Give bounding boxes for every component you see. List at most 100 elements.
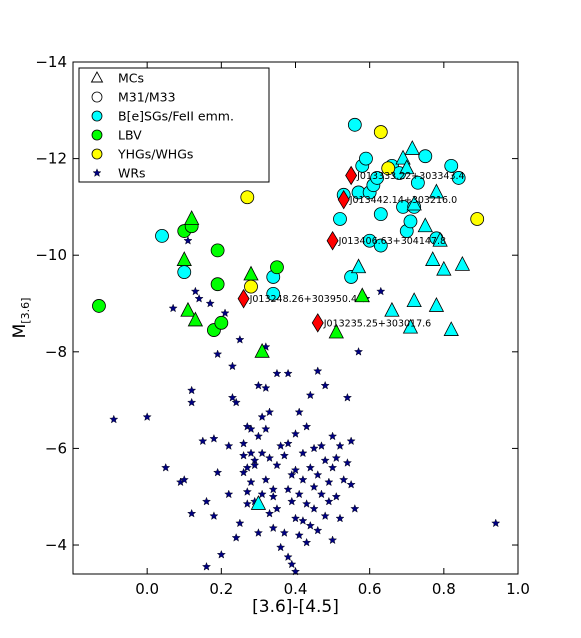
besg-triangle-point — [432, 231, 448, 247]
wr-star-point — [290, 465, 301, 475]
wr-star-point — [309, 443, 319, 453]
besg-triangle-point — [350, 258, 367, 274]
wr-star-point — [313, 470, 323, 479]
wr-star-point — [257, 489, 267, 499]
besg-circle-point — [451, 171, 466, 185]
legend-box — [78, 67, 270, 183]
wr-star-point — [242, 499, 252, 508]
x-tick-label: 1.0 — [506, 580, 530, 598]
yhg-circle-point — [470, 212, 485, 226]
wr-star-point — [290, 429, 301, 438]
wr-star-point — [290, 566, 301, 576]
wr-star-point — [276, 542, 286, 552]
besg-triangle-point — [250, 495, 267, 510]
x-tick-label: 0.6 — [358, 580, 382, 598]
lbv-circle-point — [92, 299, 106, 313]
wr-star-point — [339, 475, 349, 484]
wr-star-point — [313, 525, 323, 535]
wr-star-point — [142, 412, 152, 421]
x-tick-label: 0.4 — [284, 580, 308, 598]
besg-circle-point — [373, 238, 388, 253]
wr-star-point — [305, 520, 315, 530]
wr-star-point — [491, 518, 501, 528]
wr-star-point — [253, 380, 263, 390]
legend-label: WRs — [118, 166, 146, 181]
lbv-triangle-point — [254, 342, 270, 358]
lbv-triangle-point — [187, 311, 204, 327]
legend-label: MCs — [118, 71, 144, 86]
wr-star-point — [342, 458, 352, 467]
wr-star-point — [287, 470, 297, 479]
legend-items: MCs M31/M33 B[e]SGs/FeII emm. LBV YHGs/WHGs W… — [90, 71, 234, 181]
wr-star-point — [309, 504, 319, 513]
wr-star-point — [328, 462, 338, 472]
wr-star-point — [346, 479, 356, 489]
wr-star-point — [239, 450, 249, 460]
wr-star-point — [242, 421, 252, 431]
wr-star-point — [261, 383, 271, 392]
wr-star-point — [305, 462, 315, 472]
legend-label: M31/M33 — [118, 90, 176, 105]
wr-star-point — [183, 235, 193, 245]
besg-circle-point — [418, 149, 433, 164]
wr-star-point — [320, 511, 330, 520]
besg-circle-point — [177, 265, 192, 280]
besg-triangle-point — [454, 255, 471, 271]
named-diamond-point — [326, 230, 339, 251]
wr-star-point — [268, 484, 278, 494]
wr-star-point — [198, 436, 208, 446]
legend-marker — [91, 91, 103, 103]
y-tick-label: −14 — [35, 53, 67, 71]
wr-star-point — [335, 441, 345, 450]
besg-circle-point — [155, 228, 169, 243]
x-tick-label: 0.8 — [432, 580, 456, 598]
wr-star-point — [179, 475, 189, 484]
svg-text:M[3.6]: M[3.6] — [10, 298, 32, 339]
wr-star-point — [242, 462, 252, 472]
wr-star-point — [257, 448, 267, 458]
y-tick-label: −6 — [45, 439, 67, 457]
data-points — [92, 117, 501, 576]
besg-triangle-point — [406, 292, 422, 307]
wr-star-point — [283, 552, 293, 561]
y-axis-label-main: M — [10, 324, 30, 339]
x-tick-label: 0.0 — [135, 580, 159, 598]
besg-circle-point — [333, 212, 347, 226]
x-axis-label: [3.6]-[4.5] — [252, 597, 339, 617]
wr-star-point — [261, 424, 271, 433]
wr-star-point — [302, 499, 312, 508]
legend-marker — [91, 129, 103, 141]
wr-star-point — [328, 535, 338, 545]
besg-triangle-point — [406, 195, 422, 211]
wr-star-point — [213, 349, 223, 359]
besg-circle-point — [373, 207, 388, 222]
wr-star-point — [276, 441, 286, 450]
wr-star-point — [187, 385, 197, 395]
wr-star-point — [227, 361, 237, 371]
wr-star-point — [320, 455, 330, 465]
point-annotation-label: J013442.14+303216.0 — [349, 195, 457, 206]
wr-star-point — [201, 561, 212, 571]
wr-star-point — [346, 436, 356, 446]
y-axis-label-sub: [3.6] — [19, 298, 32, 324]
wr-star-point — [294, 530, 304, 540]
wr-star-point — [246, 477, 256, 487]
wr-star-point — [328, 431, 338, 441]
wr-star-point — [283, 368, 293, 378]
wr-star-point — [250, 460, 260, 470]
besg-circle-point — [347, 117, 362, 132]
wr-star-point — [242, 487, 252, 496]
lbv-circle-point — [210, 243, 225, 258]
legend-label: YHGs/WHGs — [117, 147, 193, 162]
besg-triangle-point — [404, 140, 420, 155]
wr-star-point — [272, 504, 282, 513]
wr-star-point — [109, 414, 119, 424]
wr-star-point — [316, 489, 326, 499]
wr-star-point — [335, 513, 345, 523]
wr-star-point — [294, 489, 304, 499]
besg-triangle-point — [428, 183, 445, 199]
besg-circle-point — [266, 286, 281, 301]
legend-marker-mcs — [90, 71, 104, 83]
legend-label: B[e]SGs/FeII emm. — [118, 109, 234, 124]
